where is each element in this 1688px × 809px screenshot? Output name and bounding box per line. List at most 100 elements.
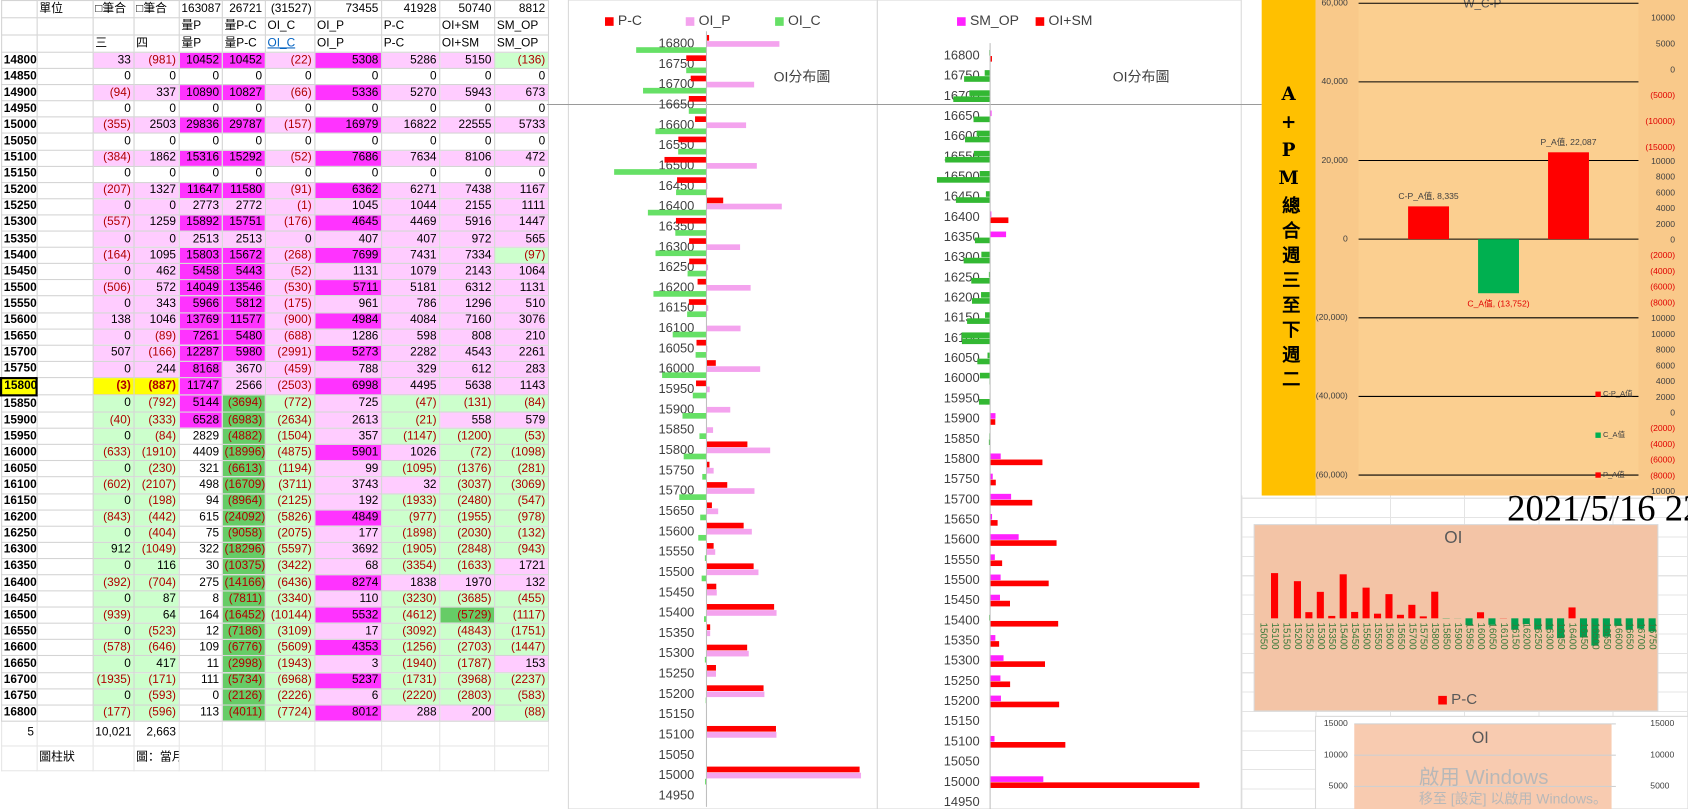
empty-cell: [0, 745, 38, 772]
bar: [706, 508, 719, 515]
y-tick-label: 15650: [658, 503, 694, 518]
cell: 0: [92, 460, 135, 478]
bar: [955, 197, 991, 203]
right-axis-label: 10000: [1651, 313, 1675, 323]
cell: 圖：當月: [132, 745, 180, 772]
bar: [706, 502, 712, 509]
bar: [953, 96, 991, 102]
bar: [706, 583, 717, 590]
x-tick-label: 16300: [1544, 623, 1555, 651]
right-axis-label: (4000): [1650, 439, 1675, 449]
cell: 1131: [493, 279, 549, 297]
cell: 50740: [438, 0, 495, 19]
y-tick-label: 15950: [658, 381, 694, 396]
cell: 15450: [0, 263, 38, 281]
y-tick-label: 16100: [658, 320, 694, 335]
bar: [1648, 618, 1656, 632]
empty-cell: [92, 745, 135, 772]
right-axis-label: 6000: [1656, 360, 1675, 370]
y-tick-label: 15700: [658, 483, 694, 498]
bar: [706, 522, 744, 529]
bar: [683, 453, 707, 460]
right-axis-label: (4000): [1650, 266, 1675, 276]
cell: 0: [264, 230, 315, 248]
cell: OI+SM: [438, 34, 495, 53]
bar: [990, 742, 1066, 748]
sheet-row: 15350 0 0 2513 2513 0 407 407 972 565: [0, 230, 549, 248]
sheet-row: 三四量P 量P-C OI_C OI_P P-C OI+SM SM_OP: [0, 34, 549, 53]
cell: 1143: [493, 377, 549, 396]
bar: [679, 494, 707, 500]
bar: [990, 641, 1000, 647]
cell: (1910): [132, 444, 180, 462]
right-axis-label: (10000): [1645, 116, 1675, 126]
cell: 4469: [380, 214, 440, 232]
bar: [988, 271, 991, 278]
y-tick-label: 16700: [658, 76, 694, 91]
bar: [706, 441, 748, 448]
cell: (18996): [221, 444, 266, 462]
cell: 5638: [438, 377, 495, 396]
y-tick-label: 16400: [658, 198, 694, 213]
bar: [990, 534, 1019, 540]
cell: (2226): [264, 687, 315, 706]
cell: 2261: [493, 344, 549, 362]
cell: (16709): [221, 476, 266, 494]
cell: 14950: [0, 100, 38, 118]
cell: (1504): [264, 427, 315, 446]
cell: 673: [493, 84, 549, 102]
cell: 1044: [380, 198, 440, 216]
cell: 417: [132, 655, 180, 673]
cell: (978): [493, 509, 549, 527]
bar: [990, 493, 1012, 500]
cell: 7334: [438, 246, 495, 265]
empty-cell: [36, 51, 94, 70]
y-tick-label: 15900: [658, 401, 694, 416]
bar: [973, 116, 991, 123]
cell: (943): [493, 541, 549, 559]
bar: [672, 331, 707, 338]
cell: 357: [313, 427, 382, 446]
bar: [706, 691, 765, 698]
y-tick-label: 0: [1343, 233, 1348, 243]
bar: [698, 534, 707, 541]
y-tick-label: 14950: [658, 787, 694, 802]
cell: 11: [178, 655, 223, 673]
cell: 2566: [221, 377, 266, 396]
cell: (583): [493, 687, 549, 706]
bar: [1408, 206, 1450, 240]
cell: 288: [380, 704, 440, 722]
x-tick-label: 15850: [1441, 623, 1452, 651]
bar: [692, 392, 707, 399]
sheet-row: 14950 0 0 0 0 0 0 0 0 0: [0, 100, 549, 118]
bar: [990, 413, 996, 419]
bar: [990, 635, 996, 641]
cell: (2126): [221, 687, 266, 706]
bar: [636, 47, 707, 53]
cell: 64: [132, 606, 180, 625]
bar: [981, 251, 991, 258]
x-tick-label: 15950: [1464, 623, 1475, 651]
cell: (230): [132, 460, 180, 478]
cell: (2503): [264, 377, 315, 396]
sheet-row: 15750 0 244 8168 3670 (459) 788 329 612 283: [0, 360, 549, 379]
cell: 0: [438, 100, 495, 118]
cell: (633): [92, 444, 135, 462]
right-axis-label: (8000): [1650, 297, 1675, 307]
bar: [1305, 612, 1313, 619]
right-axis-label: 8000: [1656, 172, 1675, 182]
cell: 26721: [221, 0, 266, 19]
x-tick-label: 15500: [1361, 623, 1372, 651]
y-tick-label: 15550: [944, 552, 980, 567]
x-tick-label: 16400: [1566, 623, 1577, 651]
bar: [990, 419, 996, 425]
bar: [706, 772, 862, 779]
cell: (84): [493, 394, 549, 413]
cell: (688): [264, 328, 315, 346]
empty-cell: [36, 557, 94, 576]
sheet-row: 15200 (207) 1327 11647 11580 (91) 6362 6271 7438…: [0, 181, 549, 200]
cell: 0: [92, 655, 135, 673]
bar: [1373, 613, 1382, 619]
bar: [1545, 618, 1553, 630]
